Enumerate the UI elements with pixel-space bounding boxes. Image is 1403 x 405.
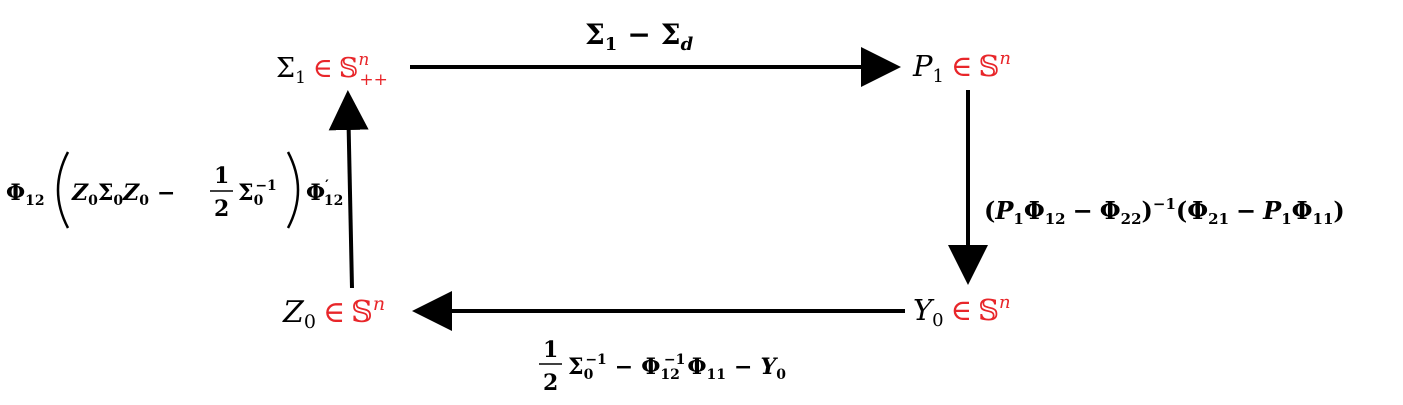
node-z0: Z0 ∈ 𝕊n <box>282 293 385 333</box>
label-right-edge: (P1Φ12− Φ22)−1(Φ21− P1Φ11) <box>984 195 1345 228</box>
left-close-paren <box>286 151 300 229</box>
left-fraction-denominator: 2 <box>214 196 229 222</box>
label-left-edge: Φ12 Z0Σ0Z0− 1 2 Σ0−1 Φ′ 12 <box>6 151 343 229</box>
bottom-fraction-numerator: 1 <box>543 337 558 363</box>
left-fraction-numerator: 1 <box>214 163 229 189</box>
left-sigma-inverse: Σ0−1 <box>238 178 277 209</box>
left-open-paren <box>56 151 70 229</box>
node-y0: Y0 ∈ 𝕊n <box>913 292 1011 331</box>
node-sigma1: Σ1 ∈ 𝕊n ++ <box>276 50 388 90</box>
bottom-expression: Σ0−1− Φ12−1Φ11− Y0 <box>568 352 786 383</box>
label-top-edge: Σ1− Σd <box>585 18 694 55</box>
label-bottom-edge: 1 2 Σ0−1− Φ12−1Φ11− Y0 <box>539 337 786 396</box>
bottom-fraction-denominator: 2 <box>543 370 558 396</box>
left-inner-expression: Z0Σ0Z0− <box>71 180 175 209</box>
node-p1: P1 ∈ 𝕊n <box>912 48 1011 87</box>
left-phi-prime: Φ′ 12 <box>306 178 343 209</box>
left-phi: Φ12 <box>6 180 45 209</box>
arrow-z0-to-sigma1 <box>328 90 369 289</box>
